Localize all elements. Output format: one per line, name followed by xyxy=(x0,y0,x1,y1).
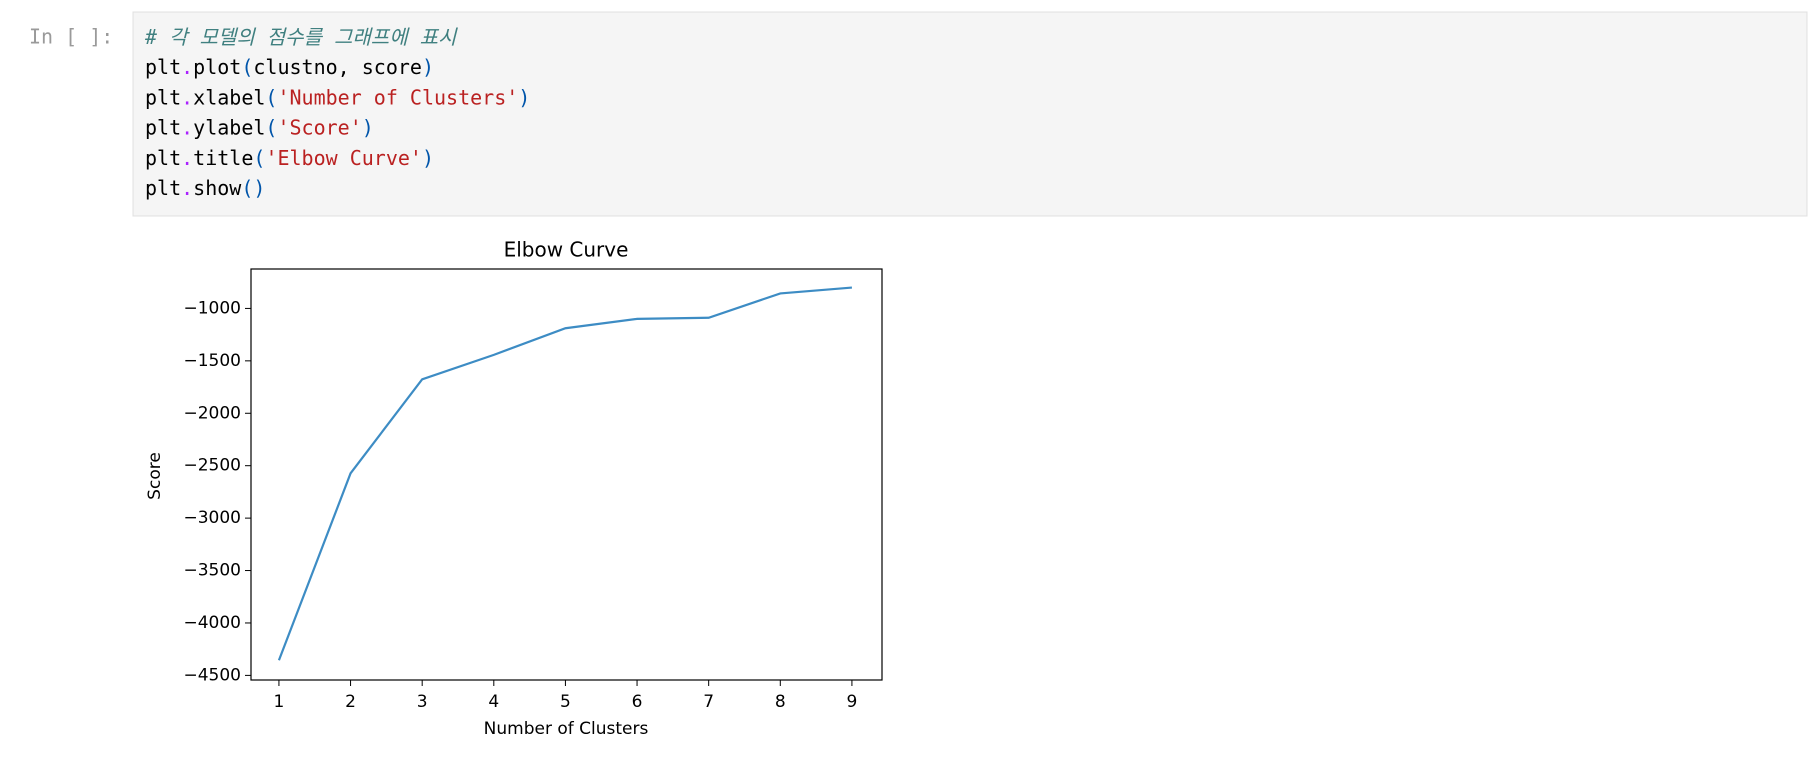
y-tick-label: −3500 xyxy=(183,561,241,581)
code-line: plt.show() xyxy=(145,176,265,200)
y-tick-label: −2000 xyxy=(183,403,241,423)
code-line: plt.xlabel('Number of Clusters') xyxy=(145,85,530,109)
line-series xyxy=(277,286,853,661)
y-tick-label: −3000 xyxy=(183,508,241,528)
code-token: ( xyxy=(241,55,253,79)
x-tick-label: 3 xyxy=(417,692,428,712)
code-token: plt xyxy=(145,145,181,169)
y-tick-label: −4000 xyxy=(183,613,241,633)
x-tick-label: 4 xyxy=(488,692,499,712)
code-token: ) xyxy=(422,55,434,79)
y-tick-label: −2500 xyxy=(183,456,241,476)
code-token: ) xyxy=(518,85,530,109)
prompt: In [ ]: xyxy=(29,25,113,49)
x-tick-label: 6 xyxy=(632,692,643,712)
code-token: 'Number of Clusters' xyxy=(277,85,518,109)
x-axis-label: Number of Clusters xyxy=(484,719,649,739)
code-line: plt.plot(clustno, score) xyxy=(145,55,434,79)
code-cell[interactable] xyxy=(132,11,1808,217)
code-line: # 각 모델의 점수를 그래프에 표시 xyxy=(144,25,458,49)
code-token: ( xyxy=(265,115,277,139)
x-tick-label: 7 xyxy=(703,692,714,712)
code-token: show xyxy=(193,176,242,200)
code-token: 'Score' xyxy=(277,115,361,139)
code-token: plt xyxy=(145,115,181,139)
code-token: plt xyxy=(145,55,181,79)
x-tick-label: 2 xyxy=(345,692,356,712)
code-token: ) xyxy=(422,145,434,169)
y-axis-label: Score xyxy=(145,452,165,500)
y-tick-label: −1500 xyxy=(183,351,241,371)
code-token: ylabel xyxy=(193,115,265,139)
x-tick-label: 1 xyxy=(274,692,285,712)
x-tick-label: 5 xyxy=(560,692,571,712)
code-line: plt.ylabel('Score') xyxy=(145,115,374,139)
chart: Elbow Curve Number of Clusters Score −45… xyxy=(145,238,883,739)
code-token: () xyxy=(241,176,265,200)
code-token: # 각 모델의 점수를 그래프에 표시 xyxy=(144,25,458,49)
code-token: plt xyxy=(145,85,181,109)
code-line: plt.title('Elbow Curve') xyxy=(145,145,434,169)
code-token: ) xyxy=(362,115,374,139)
code-token: plot xyxy=(193,55,241,79)
code-token: . xyxy=(181,85,193,109)
x-tick-label: 9 xyxy=(847,692,858,712)
code-token: ( xyxy=(265,85,277,109)
code-token: xlabel xyxy=(193,85,265,109)
code-token: . xyxy=(181,176,193,200)
y-tick-label: −1000 xyxy=(183,298,241,318)
chart-title: Elbow Curve xyxy=(504,238,629,262)
code-token: . xyxy=(181,55,193,79)
code-token: ( xyxy=(253,145,265,169)
plot-frame xyxy=(250,268,883,681)
y-tick-label: −4500 xyxy=(183,665,241,685)
code-token: . xyxy=(181,145,193,169)
code-token: . xyxy=(181,115,193,139)
code-token: clustno, score xyxy=(253,55,422,79)
code-token: title xyxy=(193,145,253,169)
x-tick-label: 8 xyxy=(775,692,786,712)
code-token: 'Elbow Curve' xyxy=(265,145,422,169)
code-token: plt xyxy=(145,176,181,200)
